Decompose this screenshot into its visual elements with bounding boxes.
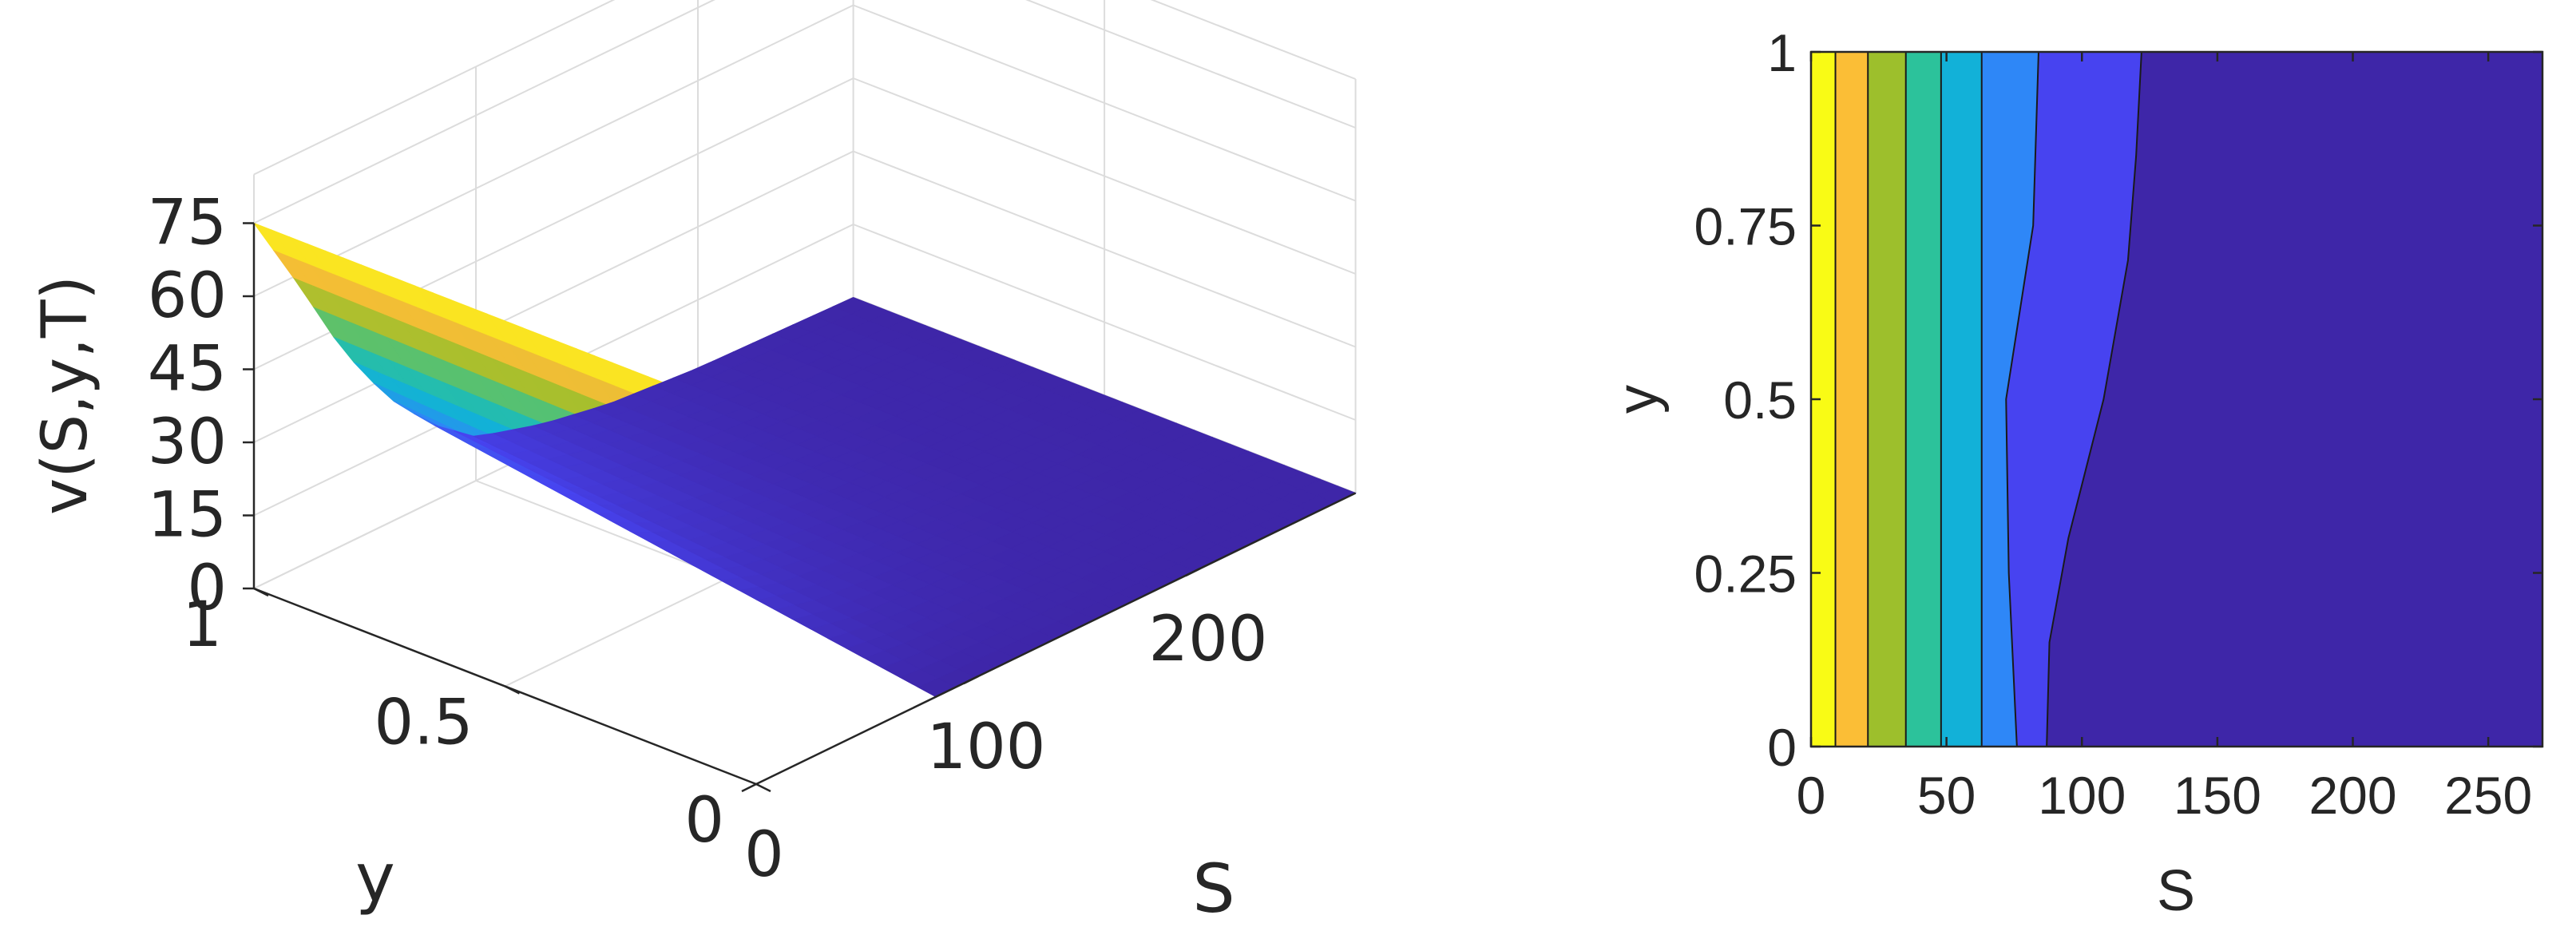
- contour-chart: 0 50 100 150 200 250 0 0.25 0.5 0.75 1 S y: [1606, 23, 2544, 923]
- y-tick-label: 0.5: [374, 687, 473, 759]
- s-tick: [741, 782, 757, 793]
- surface-zlabel: v(S,y,T): [30, 275, 101, 515]
- x-tick-label: 150: [2174, 766, 2261, 825]
- y-tick-label: 0.75: [1694, 197, 1797, 256]
- contour-xlabel: S: [2157, 859, 2195, 923]
- contour-bands: [1811, 52, 2542, 747]
- s-axis-line: [755, 492, 1357, 786]
- s-tick-label: 100: [927, 711, 1046, 783]
- surface-ylabel: S: [1192, 850, 1234, 928]
- x-tick-label: 250: [2444, 766, 2532, 825]
- y-tick: [253, 587, 269, 597]
- surface-xlabel: y: [355, 838, 395, 917]
- contour-line: [2005, 51, 2039, 747]
- y-tick-label: 0: [684, 785, 724, 857]
- y-tick-label: 0.5: [1723, 370, 1797, 430]
- contour-lines: [1834, 51, 2142, 747]
- grid-line: [253, 0, 715, 224]
- s-tick: [1185, 567, 1201, 577]
- x-tick-label: 200: [2308, 766, 2396, 825]
- surface-mesh: [252, 222, 1357, 698]
- contour-axes: [1809, 50, 2544, 748]
- y-tick: [755, 782, 771, 793]
- y-tick-label: 1: [1767, 23, 1797, 82]
- grid-line: [1150, 0, 1356, 80]
- contour-tick-labels: 0 50 100 150 200 250 0 0.25 0.5 0.75 1: [1694, 23, 2533, 825]
- z-tick-label: 15: [148, 480, 227, 552]
- y-tick-label: 0.25: [1694, 545, 1797, 604]
- z-tick-label: 30: [148, 406, 227, 478]
- surface-cell: [832, 296, 873, 315]
- x-tick-label: 0: [1797, 766, 1826, 825]
- y-tick-label: 0: [1767, 718, 1797, 777]
- z-tick-label: 75: [148, 188, 227, 260]
- x-tick-label: 100: [2038, 766, 2126, 825]
- s-tick: [963, 675, 979, 685]
- z-tick-label: 60: [148, 260, 227, 332]
- contour-line: [2046, 51, 2142, 747]
- y-tick: [504, 685, 521, 695]
- x-tick-label: 50: [1917, 766, 1976, 825]
- grid-line: [253, 150, 854, 443]
- s-tick-label: 200: [1149, 604, 1268, 675]
- surface-axes: [243, 222, 1357, 793]
- grid-line: [253, 0, 616, 176]
- y-tick-label: 1: [182, 589, 222, 661]
- contour-ylabel: y: [1606, 385, 1670, 414]
- s-tick-label: 0: [744, 819, 784, 891]
- z-tick-label: 0: [187, 553, 227, 624]
- z-tick-label: 45: [148, 334, 227, 406]
- grid-line: [253, 4, 854, 297]
